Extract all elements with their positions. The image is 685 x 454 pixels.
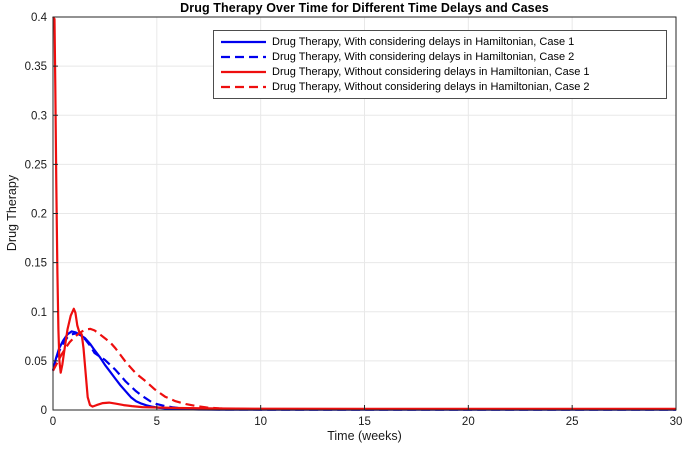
legend-item: Drug Therapy, With considering delays in… xyxy=(220,49,660,64)
legend-line-sample xyxy=(221,40,266,43)
x-axis-label: Time (weeks) xyxy=(327,429,402,443)
legend-label: Drug Therapy, Without considering delays… xyxy=(272,81,590,94)
y-tick-label: 0.15 xyxy=(25,258,47,270)
y-tick-label: 0.05 xyxy=(25,356,47,368)
x-tick-label: 15 xyxy=(358,416,371,428)
legend-label: Drug Therapy, Without considering delays… xyxy=(272,65,590,78)
legend-line-sample xyxy=(221,86,266,89)
legend-label: Drug Therapy, With considering delays in… xyxy=(272,50,575,63)
series-line-1 xyxy=(51,332,676,411)
series-line-3 xyxy=(52,327,676,411)
x-tick-label: 30 xyxy=(670,416,683,428)
y-tick-label: 0.1 xyxy=(31,307,47,319)
legend-label: Drug Therapy, With considering delays in… xyxy=(272,35,575,48)
plot-title: Drug Therapy Over Time for Different Tim… xyxy=(180,1,549,15)
legend-line-sample xyxy=(221,55,266,58)
legend-line-sample xyxy=(221,70,266,74)
x-tick-label: 20 xyxy=(462,416,475,428)
y-tick-label: 0.25 xyxy=(25,159,47,171)
x-tick-label: 5 xyxy=(154,416,160,428)
y-tick-label: 0.3 xyxy=(31,110,47,122)
y-tick-label: 0.35 xyxy=(25,61,47,73)
legend-item: Drug Therapy, With considering delays in… xyxy=(220,34,660,49)
x-tick-label: 0 xyxy=(50,416,56,428)
legend: Drug Therapy, With considering delays in… xyxy=(213,30,667,99)
x-tick-label: 25 xyxy=(566,416,579,428)
legend-item: Drug Therapy, Without considering delays… xyxy=(220,80,660,95)
x-tick-label: 10 xyxy=(254,416,267,428)
y-tick-label: 0 xyxy=(41,405,47,417)
y-axis-label: Drug Therapy xyxy=(5,174,19,252)
series-line-2 xyxy=(52,16,676,410)
legend-item: Drug Therapy, Without considering delays… xyxy=(220,64,660,79)
y-tick-label: 0.2 xyxy=(31,209,47,221)
y-tick-label: 0.4 xyxy=(31,12,48,24)
